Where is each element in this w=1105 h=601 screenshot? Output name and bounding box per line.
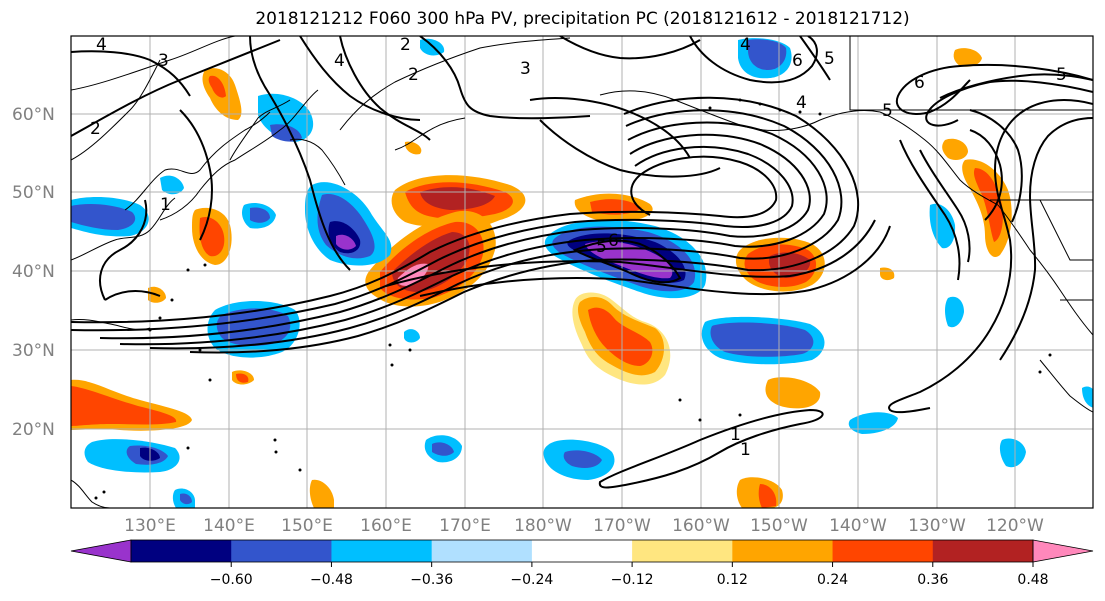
pv-label: 5 — [1056, 65, 1067, 85]
lon-label-160w: 160°W — [672, 516, 730, 536]
lon-label-150w: 150°W — [750, 516, 808, 536]
pv-label: 6 — [792, 51, 803, 71]
pv-label: 5 — [824, 49, 835, 69]
lon-label-150e: 150°E — [281, 516, 333, 536]
lon-label-160e: 160°E — [360, 516, 412, 536]
pv-label: 3 — [158, 51, 169, 71]
lon-label-130e: 130°E — [124, 516, 176, 536]
lat-label-50n: 50°N — [12, 183, 55, 203]
island-dots — [94, 98, 1052, 500]
latitude-axis: 60°N 50°N 40°N 30°N 20°N — [12, 105, 55, 440]
pv-label: 2 — [90, 119, 101, 139]
pv-contours — [71, 36, 1093, 489]
pv-label: 4 — [334, 51, 345, 71]
pv-label: 2 — [400, 35, 411, 55]
pv-label: 4 — [740, 35, 751, 55]
pv-label: 3 — [520, 59, 531, 79]
lon-label-120w: 120°W — [986, 516, 1044, 536]
lon-label-180w: 180°W — [514, 516, 572, 536]
pv-label: 6 — [914, 73, 925, 93]
lat-label-30n: 30°N — [12, 341, 55, 361]
lat-label-20n: 20°N — [12, 420, 55, 440]
lat-label-60n: 60°N — [12, 105, 55, 125]
lon-label-170e: 170°E — [439, 516, 491, 536]
pv-label: 1 — [740, 440, 751, 460]
lon-label-140w: 140°W — [829, 516, 887, 536]
lon-label-170w: 170°W — [593, 516, 651, 536]
map-title: 2018121212 F060 300 hPa PV, precipitatio… — [255, 9, 910, 29]
pv-label: 1 — [160, 195, 171, 215]
map-frame — [70, 35, 1094, 509]
pv-label: 5 — [882, 101, 893, 121]
pv-contour-labels: 4 3 2 2 3 2 1 4 5 6 6 5 5 4 1 1 6 5 4 — [90, 35, 1067, 460]
lon-label-130w: 130°W — [908, 516, 966, 536]
lon-label-140e: 140°E — [203, 516, 255, 536]
pv-label: 5 — [596, 237, 607, 257]
pv-label: 6 — [608, 231, 619, 251]
pv-label: 1 — [730, 425, 741, 445]
pv-label: 4 — [796, 93, 807, 113]
pv-label: 2 — [408, 65, 419, 85]
longitude-axis: 130°E 140°E 150°E 160°E 170°E 180°W 170°… — [124, 516, 1044, 536]
lat-label-40n: 40°N — [12, 262, 55, 282]
pv-label: 4 — [96, 35, 107, 55]
coastlines — [71, 36, 1093, 508]
